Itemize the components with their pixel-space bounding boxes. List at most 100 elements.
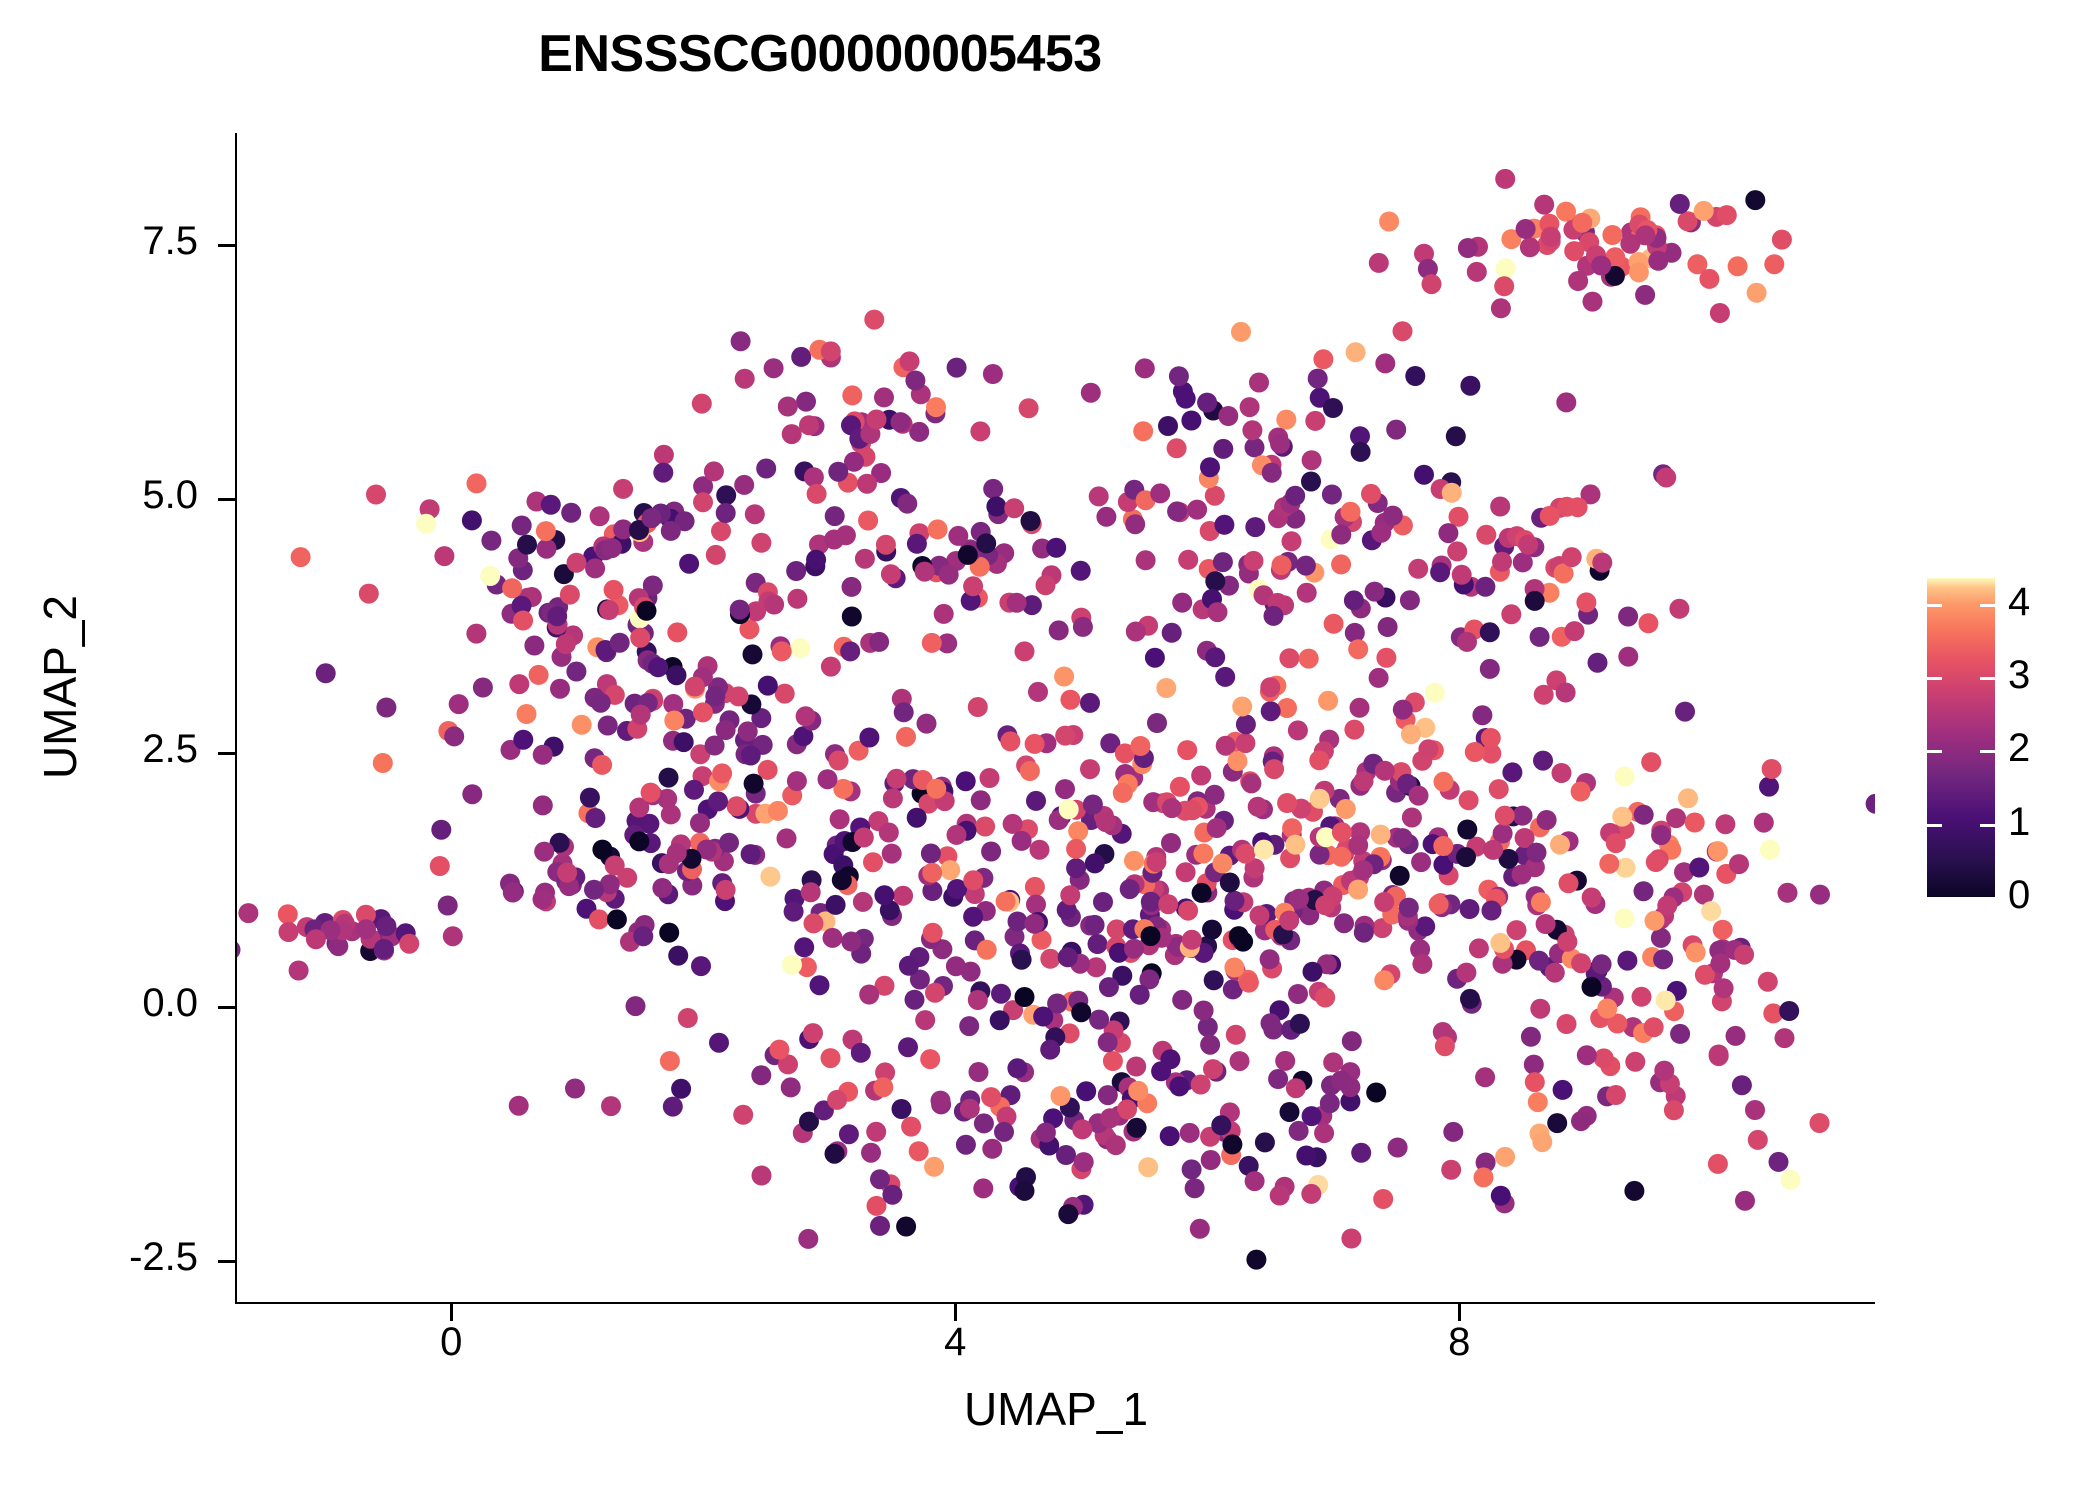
colorbar-tick-mark [1980, 897, 1995, 900]
scatter-point [1105, 1135, 1126, 1156]
scatter-point [1713, 978, 1734, 999]
scatter-point [1315, 895, 1336, 916]
scatter-point [1191, 765, 1212, 786]
scatter-point [1275, 1050, 1296, 1071]
scatter-point [809, 534, 829, 555]
scatter-point [1348, 639, 1369, 660]
scatter-point [1011, 830, 1032, 851]
scatter-point [825, 894, 846, 915]
scatter-point [1301, 450, 1322, 471]
scatter-point [1268, 1069, 1289, 1089]
scatter-point [947, 879, 967, 899]
scatter-point [1054, 666, 1075, 687]
scatter-point [1018, 398, 1039, 419]
scatter-point [1112, 965, 1133, 986]
scatter-point [238, 903, 259, 924]
scatter-point [1645, 852, 1666, 872]
scatter-point [1530, 892, 1551, 913]
color-legend: 0 1 2 3 4 [1900, 560, 2090, 920]
scatter-point [820, 656, 841, 677]
scatter-point [756, 458, 777, 479]
y-tick-mark [218, 1006, 235, 1010]
scatter-point [1281, 531, 1302, 552]
scatter-point [673, 732, 694, 753]
scatter-point [511, 515, 532, 536]
scatter-point [863, 852, 883, 873]
scatter-point [630, 704, 651, 725]
scatter-point [1114, 743, 1135, 764]
scatter-point [592, 839, 613, 860]
scatter-point [878, 822, 899, 843]
scatter-point [592, 754, 613, 775]
scatter-point [434, 546, 455, 567]
scatter-point [1246, 1249, 1267, 1270]
scatter-point [625, 996, 646, 1017]
scatter-point [1181, 410, 1202, 431]
scatter-point [693, 476, 714, 497]
scatter-point [559, 584, 580, 605]
scatter-point [1604, 265, 1625, 286]
scatter-point [1635, 225, 1656, 246]
scatter-point [1618, 646, 1639, 667]
scatter-point [1340, 501, 1361, 522]
colorbar-tick-mark [1980, 603, 1995, 607]
scatter-point [1204, 485, 1225, 506]
scatter-point [840, 641, 861, 662]
scatter-point [589, 909, 609, 930]
scatter-point [1124, 938, 1144, 959]
scatter-points-layer [237, 168, 1875, 1270]
scatter-point [1040, 948, 1061, 969]
scatter-point [1285, 834, 1306, 855]
scatter-point [1459, 899, 1480, 919]
scatter-point [1126, 1056, 1147, 1077]
scatter-point [1035, 575, 1056, 596]
scatter-point [760, 866, 781, 887]
scatter-point [547, 606, 568, 627]
scatter-point [356, 919, 376, 940]
scatter-point [838, 1124, 859, 1145]
scatter-point [824, 1143, 845, 1164]
scatter-point [1156, 678, 1177, 698]
scatter-point [906, 533, 927, 554]
scatter-point [416, 513, 437, 534]
scatter-point [890, 412, 911, 433]
scatter-point [798, 1228, 819, 1249]
scatter-point [734, 368, 755, 389]
scatter-point [796, 391, 816, 412]
scatter-point [705, 686, 726, 707]
scatter-point [1457, 238, 1478, 258]
scatter-point [448, 694, 469, 715]
scatter-point [603, 579, 624, 600]
scatter-point [1460, 988, 1480, 1009]
scatter-point [716, 485, 737, 506]
scatter-point [1070, 560, 1091, 581]
x-tick-mark [954, 1304, 958, 1321]
scatter-point [565, 1078, 585, 1099]
scatter-point [659, 1051, 680, 1071]
scatter-point [1401, 807, 1422, 828]
scatter-point [1269, 1185, 1290, 1206]
scatter-point [1399, 590, 1420, 611]
colorbar-tick-mark [1980, 677, 1995, 680]
scatter-point [893, 702, 914, 723]
colorbar-tick-label: 2 [2008, 726, 2031, 771]
scatter-point [1184, 1178, 1205, 1199]
scatter-point [1056, 1145, 1076, 1165]
scatter-point [875, 1062, 896, 1083]
scatter-point [1428, 894, 1449, 915]
scatter-point [1319, 1093, 1340, 1114]
scatter-point [874, 387, 894, 408]
scatter-point [1523, 1054, 1544, 1075]
scatter-point [1239, 397, 1260, 418]
scatter-point [1540, 226, 1561, 247]
scatter-point [1060, 689, 1081, 710]
scatter-point [584, 879, 604, 900]
scatter-point [782, 954, 802, 975]
scatter-point [1203, 1059, 1223, 1080]
scatter-point [1159, 1126, 1180, 1147]
scatter-point [629, 520, 649, 540]
scatter-point [517, 534, 537, 555]
scatter-point [1072, 616, 1093, 637]
scatter-point [1635, 284, 1656, 305]
scatter-point [461, 510, 482, 531]
